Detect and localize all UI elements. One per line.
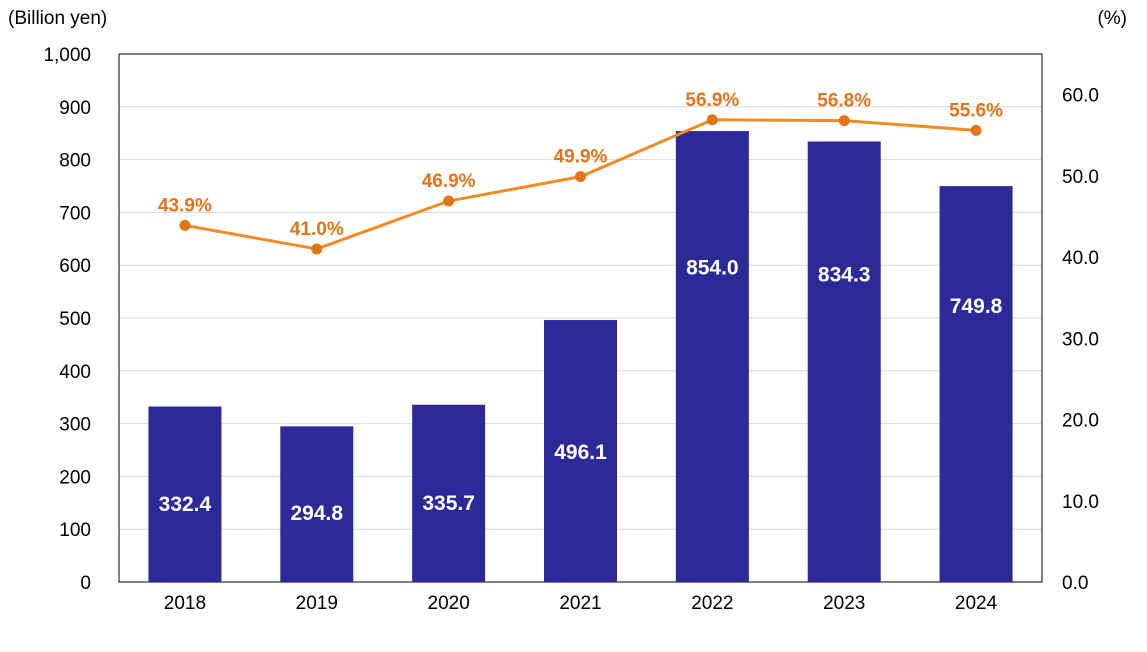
bar-series: 332.4 294.8 335.7 496.1 854.0 834.3 749.8 <box>148 131 1013 583</box>
left-axis-tick-label: 600 <box>59 256 91 277</box>
left-axis-tick-label: 500 <box>59 309 91 330</box>
line-series: 43.9% 41.0% 46.9% 49.9% 56.9% 56.8% 55.6% <box>158 90 1003 255</box>
line-data-label: 56.9% <box>685 90 739 111</box>
x-axis-tick-label: 2024 <box>955 593 998 614</box>
line-data-label: 55.6% <box>949 100 1003 121</box>
left-axis-tick-label: 300 <box>59 415 91 436</box>
right-axis-tick-label: 10.0 <box>1062 492 1099 513</box>
left-axis-tick-label: 400 <box>59 362 91 383</box>
bar <box>412 404 486 582</box>
line-point <box>311 243 323 255</box>
bar <box>544 320 617 582</box>
x-axis-tick-label: 2019 <box>296 593 338 614</box>
gridlines <box>119 106 1042 530</box>
x-axis-tick-label: 2021 <box>559 593 601 614</box>
left-axis-tick-label: 200 <box>59 467 91 488</box>
line-point <box>443 195 455 207</box>
left-axis-tick-label: 800 <box>59 151 91 172</box>
left-axis-tick-label: 0 <box>80 573 91 594</box>
right-axis-tick-label: 30.0 <box>1062 329 1099 350</box>
right-axis-tick-label: 60.0 <box>1062 86 1099 107</box>
bar-data-label: 854.0 <box>686 256 739 279</box>
x-axis-tick-label: 2022 <box>691 593 733 614</box>
right-axis-tick-label: 20.0 <box>1062 411 1099 432</box>
left-axis-tick-label: 100 <box>59 520 91 541</box>
bar-data-label: 335.7 <box>422 492 475 515</box>
bar <box>807 141 881 582</box>
line-point <box>838 115 850 127</box>
bar <box>280 426 354 582</box>
bar <box>675 131 749 582</box>
left-axis-unit-label: (Billion yen) <box>8 8 107 29</box>
right-axis-unit-label: (%) <box>1097 8 1127 29</box>
bar <box>148 406 222 582</box>
line-data-label: 43.9% <box>158 195 212 216</box>
x-axis-tick-label: 2020 <box>428 593 470 614</box>
x-axis-tick-label: 2023 <box>823 593 865 614</box>
right-axis-tick-label: 0.0 <box>1062 573 1088 594</box>
line-point <box>575 171 586 183</box>
line-data-label: 56.8% <box>817 91 871 112</box>
right-axis-tick-label: 50.0 <box>1062 167 1099 188</box>
line-point <box>179 219 191 231</box>
left-axis-tick-label: 900 <box>59 98 91 119</box>
line-data-label: 41.0% <box>290 219 344 240</box>
line-data-label: 46.9% <box>422 171 476 192</box>
bar-data-label: 496.1 <box>554 441 607 464</box>
left-axis-tick-label: 1,000 <box>43 45 91 66</box>
right-axis-tick-label: 40.0 <box>1062 248 1099 269</box>
left-axis-tick-label: 700 <box>59 203 91 224</box>
bar-data-label: 834.3 <box>818 264 871 287</box>
line-point <box>706 114 718 126</box>
bar-data-label: 749.8 <box>950 295 1003 318</box>
axes: (Billion yen) (%) 0 100 200 300 400 500 600 700… <box>8 8 1127 614</box>
bar-data-label: 332.4 <box>159 493 212 516</box>
line-data-label: 49.9% <box>554 147 608 168</box>
bar <box>939 186 1013 583</box>
line-point <box>970 124 982 136</box>
x-axis-tick-label: 2018 <box>164 593 206 614</box>
bar-data-label: 294.8 <box>291 502 344 525</box>
